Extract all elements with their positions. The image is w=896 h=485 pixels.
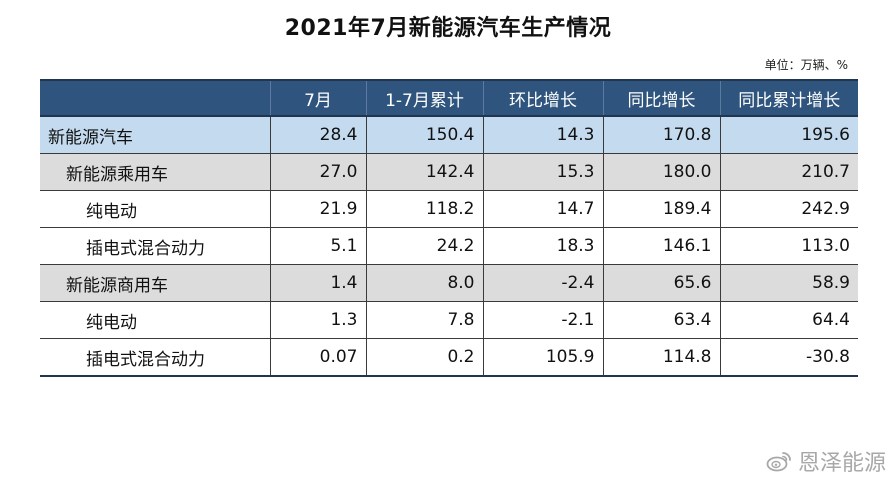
column-header: 环比增长 [483,79,604,117]
table-cell: 142.4 [366,153,484,191]
table-cell: 24.2 [366,227,484,265]
table-cell: 8.0 [366,264,484,302]
table-cell: 150.4 [366,116,484,154]
table-row: 新能源汽车 28.4 150.4 14.3 170.8 195.6 [40,116,858,154]
table-cell: 28.4 [270,116,367,154]
table-cell: 63.4 [603,301,721,339]
table-cell: -2.4 [483,264,604,302]
table-cell: 5.1 [270,227,367,265]
production-table: 7月 1-7月累计 环比增长 同比增长 同比累计增长 新能源汽车 28.4 15… [40,79,858,377]
table-cell: 1.4 [270,264,367,302]
row-label: 纯电动 [40,301,271,339]
table-cell: 118.2 [366,190,484,228]
weibo-logo-icon [766,450,792,472]
table-cell: 15.3 [483,153,604,191]
table-row: 插电式混合动力 5.1 24.2 18.3 146.1 113.0 [40,227,858,265]
watermark-text: 恩泽能源 [797,451,886,476]
column-header: 同比累计增长 [720,79,858,117]
row-label: 新能源商用车 [40,264,271,302]
table-cell: 21.9 [270,190,367,228]
table-cell: 64.4 [720,301,858,339]
table-row: 纯电动 21.9 118.2 14.7 189.4 242.9 [40,190,858,228]
table-cell: 18.3 [483,227,604,265]
watermark: 恩泽能源 [766,445,886,477]
row-label: 插电式混合动力 [40,227,271,265]
table-cell: 14.7 [483,190,604,228]
table-cell: 242.9 [720,190,858,228]
table-row: 新能源商用车 1.4 8.0 -2.4 65.6 58.9 [40,264,858,302]
table-cell: 210.7 [720,153,858,191]
table-cell: 113.0 [720,227,858,265]
table-row: 新能源乘用车 27.0 142.4 15.3 180.0 210.7 [40,153,858,191]
table-title: 2021年7月新能源汽车生产情况 [284,16,612,41]
table-cell: 180.0 [603,153,721,191]
header-row: 7月 1-7月累计 环比增长 同比增长 同比累计增长 [40,79,858,117]
column-header [40,79,271,117]
column-header: 1-7月累计 [366,79,484,117]
table-cell: 7.8 [366,301,484,339]
table-cell: 65.6 [603,264,721,302]
row-label: 新能源乘用车 [40,153,271,191]
column-header: 7月 [270,79,367,117]
table-cell: 189.4 [603,190,721,228]
table-cell: 114.8 [603,338,721,377]
table-row: 纯电动 1.3 7.8 -2.1 63.4 64.4 [40,301,858,339]
row-label: 新能源汽车 [40,116,271,154]
table-cell: 146.1 [603,227,721,265]
column-header: 同比增长 [603,79,721,117]
row-label: 纯电动 [40,190,271,228]
table-cell: -2.1 [483,301,604,339]
table-cell: 105.9 [483,338,604,377]
row-label: 插电式混合动力 [40,338,271,377]
table-cell: 0.07 [270,338,367,377]
table-cell: 58.9 [720,264,858,302]
table-cell: 195.6 [720,116,858,154]
table-cell: 170.8 [603,116,721,154]
unit-note: 单位：万辆、% [764,58,848,72]
table-cell: 27.0 [270,153,367,191]
table-cell: 0.2 [366,338,484,377]
table-cell: 14.3 [483,116,604,154]
table-cell: 1.3 [270,301,367,339]
table-row: 插电式混合动力 0.07 0.2 105.9 114.8 -30.8 [40,338,858,377]
table-cell: -30.8 [720,338,858,377]
